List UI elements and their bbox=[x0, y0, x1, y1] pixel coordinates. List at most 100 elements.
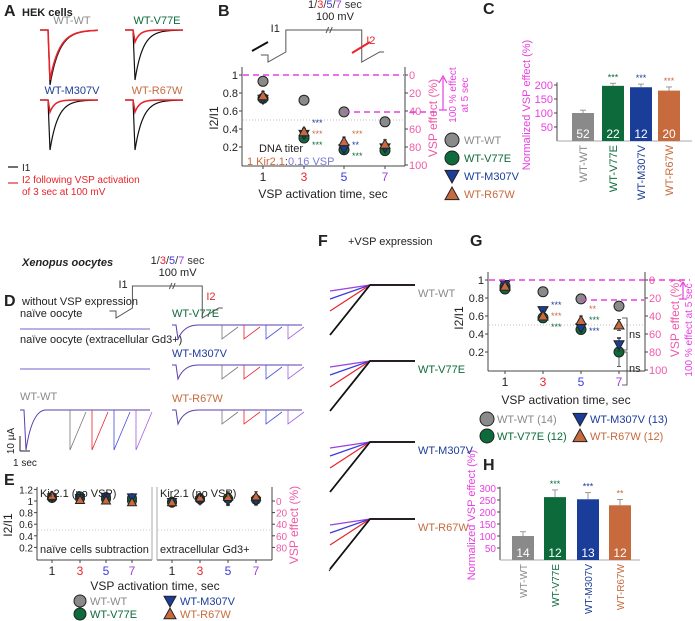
ratio-part: 1 Kir2.1 bbox=[247, 156, 285, 168]
fanning-trace bbox=[329, 518, 415, 570]
x-category-label: WT-R67W bbox=[616, 563, 627, 610]
sawtooth-trace bbox=[243, 410, 261, 425]
significance-stars: *** bbox=[583, 482, 594, 492]
sawtooth-trace bbox=[91, 410, 109, 451]
data-point bbox=[479, 428, 495, 444]
arrow-head-icon bbox=[438, 74, 448, 84]
current-trace bbox=[40, 99, 98, 115]
trace-title: naïve oocyte (extracellular Gd3+) bbox=[20, 334, 182, 346]
trace-title: WT-M307V bbox=[44, 85, 100, 97]
dna-titer-label: DNA titer bbox=[259, 143, 303, 155]
x-category-label: WT-WT bbox=[519, 564, 530, 598]
trace bbox=[172, 324, 302, 341]
trace bbox=[172, 409, 302, 426]
significance-stars: *** bbox=[312, 140, 323, 150]
y-tick-label: 200 bbox=[479, 508, 496, 519]
significance-stars: ** bbox=[616, 489, 624, 499]
data-point bbox=[298, 94, 310, 106]
y-tick-label: 0.8 bbox=[223, 88, 238, 100]
x-category-label: WT-M307V bbox=[584, 564, 595, 614]
legend-entry: WT-V77E bbox=[464, 153, 511, 165]
data-point bbox=[444, 185, 460, 201]
significance-stars: *** bbox=[636, 73, 647, 83]
x-tick-label: 7 bbox=[129, 564, 136, 578]
trace-title: WT-R67W bbox=[172, 393, 223, 405]
bar bbox=[544, 497, 566, 560]
sawtooth-trace bbox=[265, 325, 283, 340]
x-tick-label: 1 bbox=[49, 564, 56, 578]
arrow-head-icon bbox=[679, 280, 687, 288]
protocol-voltage: 100 mV bbox=[159, 267, 198, 279]
ratio-part: 0.16 VSP bbox=[288, 156, 334, 168]
current-trace bbox=[125, 29, 184, 45]
protocol-time-part: sec bbox=[342, 0, 363, 11]
y-tick-label: 100 bbox=[535, 108, 553, 120]
protocol-times: 1/3/5/7 sec bbox=[308, 0, 362, 11]
data-point bbox=[100, 494, 112, 505]
data-point bbox=[575, 293, 587, 305]
fanning-trace bbox=[329, 518, 415, 534]
y-axis-label: Normalized VSP effect (%) bbox=[466, 450, 478, 580]
data-point bbox=[499, 280, 511, 291]
data-point bbox=[572, 427, 588, 443]
x-tick-label: 5 bbox=[103, 564, 110, 578]
panel-label-b: B bbox=[218, 3, 230, 20]
sawtooth-trace bbox=[135, 410, 153, 451]
trace-title: WT-M307V bbox=[418, 445, 474, 457]
data-point bbox=[572, 412, 588, 428]
x-axis-label: VSP activation time, sec bbox=[90, 579, 219, 593]
data-point bbox=[257, 75, 269, 87]
protocol-time-part: / bbox=[333, 0, 337, 11]
y2-tick-label: 100 bbox=[409, 160, 427, 172]
x-category-label: WT-V77E bbox=[551, 564, 562, 607]
data-point bbox=[46, 490, 58, 500]
legend-i2-cont: of 3 sec at 100 mV bbox=[22, 187, 106, 198]
x-tick-label: 1 bbox=[169, 564, 176, 578]
bar bbox=[572, 113, 594, 141]
x-axis-label: VSP activation time, sec bbox=[258, 187, 387, 201]
data-point bbox=[613, 300, 625, 312]
significance-stars: *** bbox=[352, 151, 363, 161]
panel-label-a: A bbox=[4, 3, 16, 20]
significance-stars: ** bbox=[589, 304, 597, 314]
panel-label-g: G bbox=[470, 233, 482, 250]
protocol-time-part: / bbox=[323, 0, 327, 11]
axis-break bbox=[329, 26, 333, 34]
ns-label: ns bbox=[629, 363, 641, 375]
significance-stars: ** bbox=[352, 140, 360, 150]
significance-stars: *** bbox=[312, 129, 323, 139]
x-tick-label: 1 bbox=[260, 170, 267, 184]
ns-bracket bbox=[622, 317, 628, 351]
y2-tick-label: 100 bbox=[649, 365, 667, 377]
fanning-trace bbox=[329, 360, 415, 412]
y2-tick-label: 60 bbox=[649, 329, 661, 341]
legend-entry: WT-M307V (13) bbox=[590, 414, 668, 426]
sawtooth-trace bbox=[265, 365, 283, 380]
y-tick-label: 300 bbox=[479, 484, 496, 495]
y-tick-label: 0.4 bbox=[19, 532, 33, 543]
protocol-time-part: 5 bbox=[326, 0, 332, 11]
arrow-note: at 5 sec bbox=[460, 77, 471, 112]
y-axis-label: I2/I1 bbox=[452, 306, 466, 330]
bar bbox=[577, 499, 599, 560]
y2-tick-label: 80 bbox=[649, 347, 661, 359]
x-category-label: WT-V77E bbox=[608, 145, 620, 192]
y2-tick-label: 40 bbox=[649, 311, 661, 323]
y-tick-label: 0.2 bbox=[469, 347, 484, 359]
x-category-label: WT-M307V bbox=[636, 144, 648, 200]
x-category-label: WT-WT bbox=[578, 145, 590, 183]
sawtooth-trace bbox=[221, 365, 239, 380]
section-title: Xenopus oocytes bbox=[21, 257, 113, 269]
bar bbox=[602, 85, 624, 141]
trace-title: WT-R67W bbox=[132, 85, 183, 97]
y-tick-label: 0.6 bbox=[19, 520, 33, 531]
current-trace bbox=[125, 99, 183, 115]
y-tick-label: 1 bbox=[232, 70, 238, 82]
bar bbox=[609, 505, 631, 560]
y2-tick-label: 80 bbox=[409, 142, 421, 154]
y-tick-label: 1.2 bbox=[19, 485, 33, 496]
protocol-time-part: 1 bbox=[151, 255, 157, 267]
y-tick-label: 50 bbox=[541, 122, 553, 134]
legend-i1: I1 bbox=[22, 163, 31, 174]
protocol-time-part: 3 bbox=[160, 255, 166, 267]
